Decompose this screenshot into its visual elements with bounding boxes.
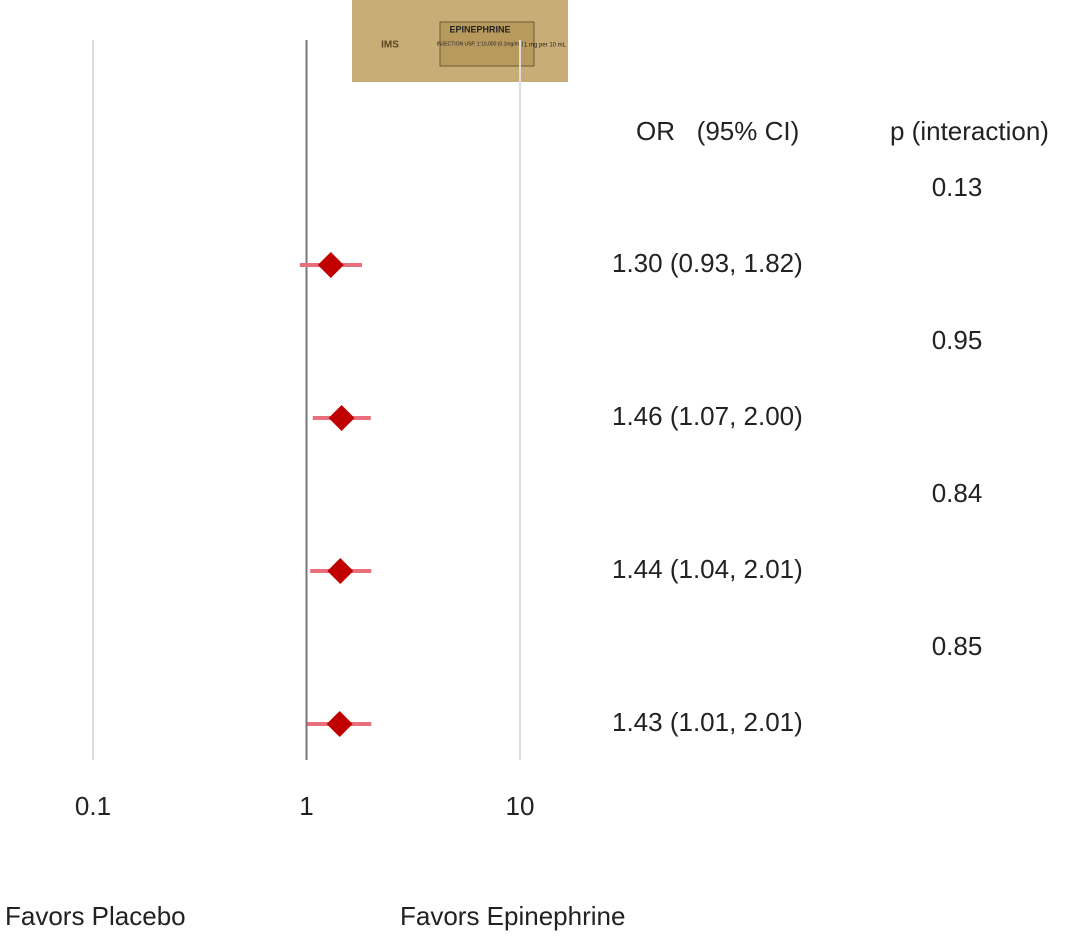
header: OR (95% CI)	[636, 116, 799, 146]
value-label: 1.30 (0.93, 1.82)	[612, 248, 803, 278]
point-estimate	[318, 252, 344, 278]
value-label: 1.43 (1.01, 2.01)	[612, 707, 803, 737]
x-tick-label: 10	[506, 791, 535, 821]
value-label: 1.44 (1.04, 2.01)	[612, 554, 803, 584]
image-subtitle: INJECTION USP, 1:10,000 (0.1mg/mL)	[437, 41, 524, 47]
image-brand: IMS	[381, 40, 399, 51]
x-tick-label: 0.1	[75, 791, 111, 821]
p-value: 0.13	[932, 172, 983, 202]
x-tick-label: 1	[299, 791, 313, 821]
p-value: 0.95	[932, 325, 983, 355]
point-estimate	[327, 558, 353, 584]
image-title: EPINEPHRINE	[449, 24, 510, 34]
chart: EPINEPHRINE INJECTION USP, 1:10,000 (0.1…	[0, 0, 1086, 941]
x-axis-label: Favors Epinephrine	[400, 901, 625, 931]
p-value: 0.84	[932, 478, 983, 508]
point-estimate	[327, 711, 353, 737]
header: p (interaction)	[890, 116, 1049, 146]
x-axis-label: Favors Placebo	[5, 901, 186, 931]
point-estimate	[329, 405, 355, 431]
value-label: 1.46 (1.07, 2.00)	[612, 401, 803, 431]
image-dose: 1 mg per 10 mL	[524, 43, 567, 49]
p-value: 0.85	[932, 631, 983, 661]
